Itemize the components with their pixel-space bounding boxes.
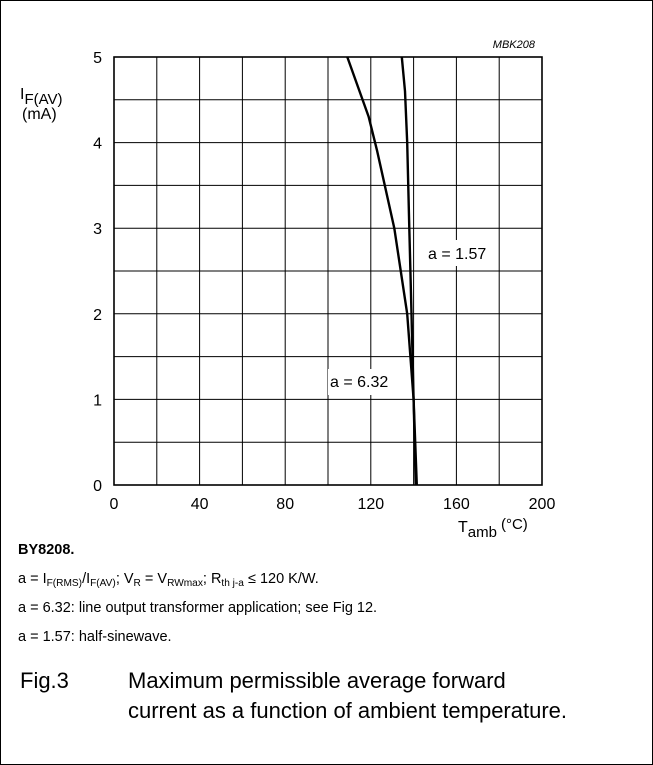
x-tick-label: 160 xyxy=(443,496,470,513)
plot-border xyxy=(113,56,543,486)
y-axis-label: IF(AV) xyxy=(20,86,63,108)
definition-line: a = IF(RMS)/IF(AV); VR = VRWmax; Rth j-a… xyxy=(18,571,319,590)
y-tick-label: 3 xyxy=(93,221,102,238)
y-tick-label: 1 xyxy=(93,392,102,409)
note-157: a = 1.57: half-sinewave. xyxy=(18,629,172,645)
x-tick-label: 0 xyxy=(110,496,119,513)
x-tick-label: 200 xyxy=(529,496,556,513)
x-tick-label: 120 xyxy=(357,496,384,513)
y-tick-label: 4 xyxy=(93,136,102,153)
note-632: a = 6.32: line output transformer applic… xyxy=(18,600,378,616)
y-axis-unit: (mA) xyxy=(22,106,57,123)
device-name: BY8208. xyxy=(18,542,75,558)
x-tick-label: 80 xyxy=(276,496,294,513)
series-label-632: a = 6.32 xyxy=(330,374,388,391)
series-line-a-6-32 xyxy=(346,56,418,486)
label-bg-157 xyxy=(426,240,496,266)
chart-grid xyxy=(114,57,542,485)
series-label-157: a = 1.57 xyxy=(428,246,486,263)
label-bg-632 xyxy=(328,369,398,395)
y-tick-label: 0 xyxy=(93,478,102,495)
x-tick-label: 40 xyxy=(191,496,209,513)
figure-number: Fig.3 xyxy=(20,668,69,693)
caption-line-2: current as a function of ambient tempera… xyxy=(128,698,568,723)
chart-code: MBK208 xyxy=(493,39,536,51)
y-tick-label: 2 xyxy=(93,307,102,324)
y-tick-label: 5 xyxy=(93,50,102,67)
x-axis-label: Tamb (°C) xyxy=(458,516,528,541)
caption-line-1: Maximum permissible average forward xyxy=(128,668,506,693)
